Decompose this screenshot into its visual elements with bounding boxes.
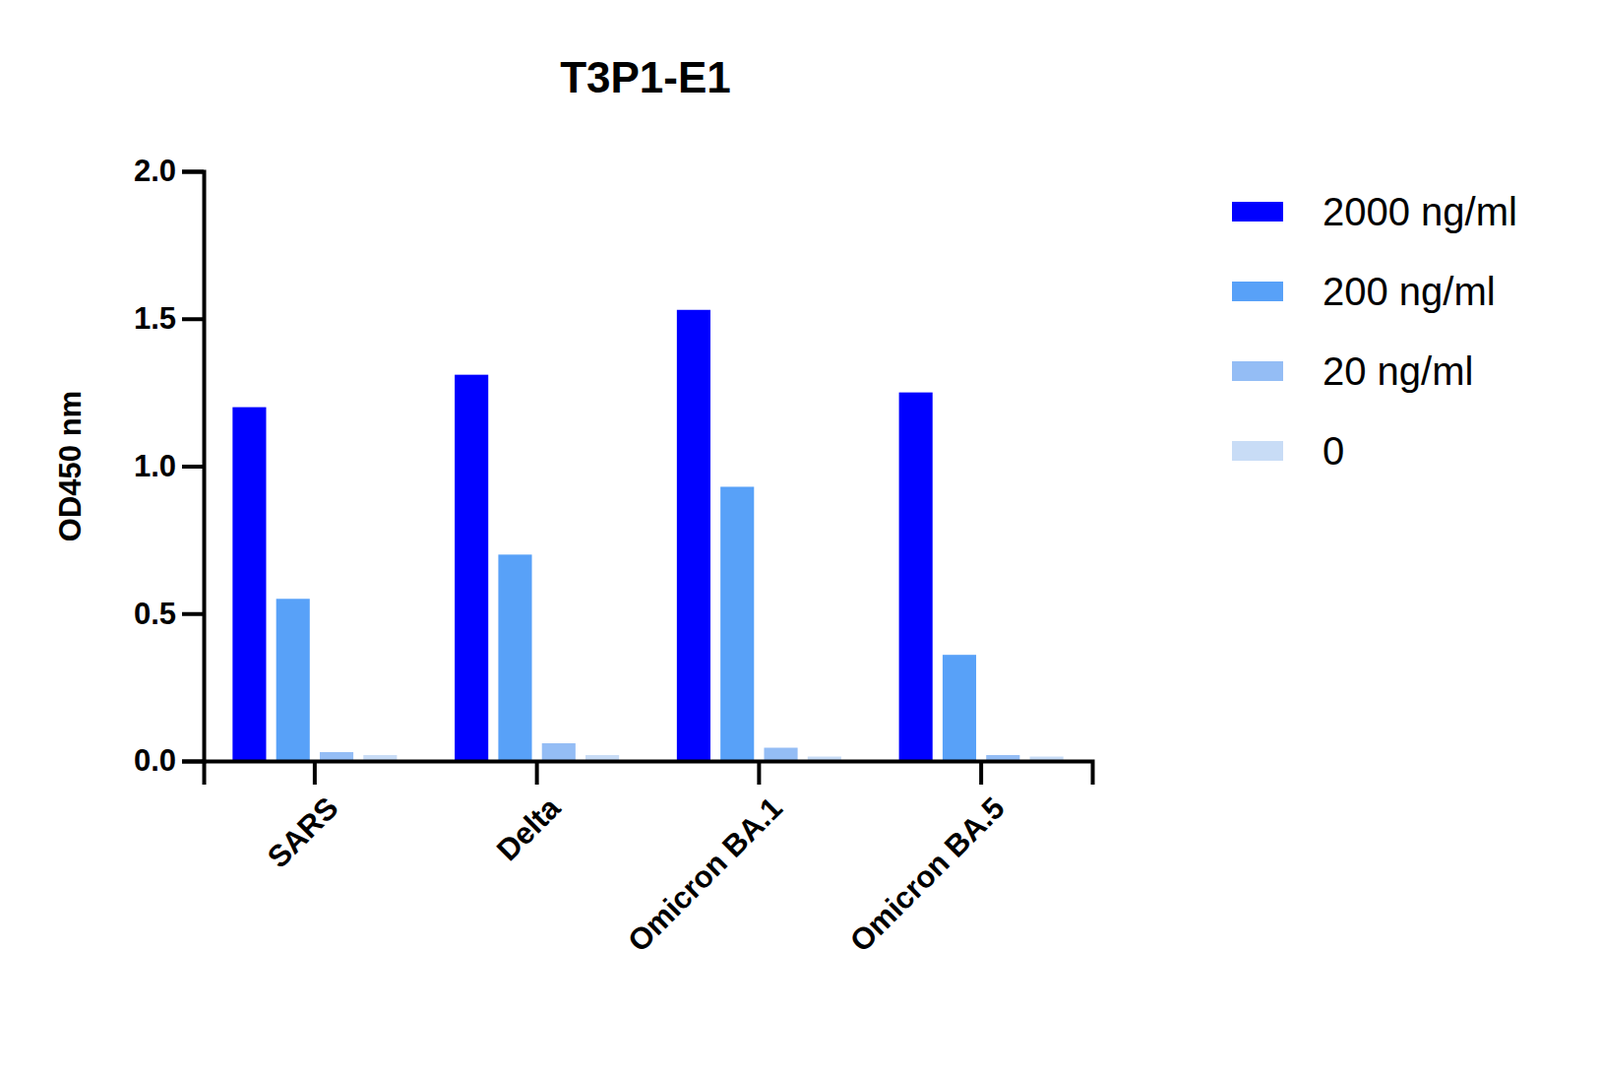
y-axis: 0.0 0.5 1.0 1.5 2.0 xyxy=(133,153,205,778)
x-tick-mark xyxy=(979,760,984,785)
x-tick-label: Omicron BA.5 xyxy=(843,790,1012,959)
bar xyxy=(899,392,933,761)
bar xyxy=(276,598,310,761)
legend-item: 200 ng/ml xyxy=(1231,269,1496,313)
bars xyxy=(232,309,1063,761)
x-tick-label: Delta xyxy=(490,789,568,867)
x-tick-label: Omicron BA.1 xyxy=(620,790,790,959)
x-axis: SARS Delta Omicron BA.1 Omicron BA.5 xyxy=(204,760,1094,959)
y-tick-mark xyxy=(182,759,204,764)
legend-label: 200 ng/ml xyxy=(1322,269,1496,313)
y-tick: 1.0 xyxy=(133,448,204,484)
plot: 0.0 0.5 1.0 1.5 2.0 SARS Delta Omicron BA.1 Omic… xyxy=(133,153,1094,958)
y-tick: 0.5 xyxy=(133,596,204,631)
bar xyxy=(232,407,266,761)
y-tick-mark xyxy=(182,612,204,616)
title: T3P1-E1 xyxy=(559,53,732,102)
bar xyxy=(542,742,576,761)
legend-label: 0 xyxy=(1322,429,1345,473)
legend-item: 2000 ng/ml xyxy=(1231,189,1518,234)
bar xyxy=(497,553,532,761)
y-tick-mark xyxy=(182,316,204,321)
bar xyxy=(763,747,798,761)
y-axis-title: OD450 nm xyxy=(53,390,88,542)
legend-swatch xyxy=(1231,440,1284,461)
x-tick-mark xyxy=(535,760,540,785)
legend-swatch xyxy=(1231,201,1284,222)
x-tick: Omicron BA.5 xyxy=(843,760,1012,959)
y-axis-line xyxy=(182,172,205,762)
x-tick: SARS xyxy=(260,760,346,875)
x-tick: Delta xyxy=(490,760,568,867)
bar xyxy=(942,654,977,761)
bar xyxy=(454,374,489,761)
y-tick-mark xyxy=(182,464,204,469)
y-tick: 0.0 xyxy=(133,742,204,778)
x-axis-line xyxy=(204,761,1094,786)
chart: 0.0 0.5 1.0 1.5 2.0 SARS Delta Omicron BA.1 Omic… xyxy=(0,0,1600,1076)
y-tick-label: 1.5 xyxy=(133,301,177,336)
bar xyxy=(720,486,754,761)
x-tick-mark xyxy=(756,760,761,785)
y-tick-label: 0.5 xyxy=(133,596,177,631)
legend-label: 20 ng/ml xyxy=(1322,349,1474,393)
y-tick-label: 0.0 xyxy=(133,742,177,778)
y-tick-label: 2.0 xyxy=(133,153,177,188)
legend-label: 2000 ng/ml xyxy=(1322,189,1518,234)
y-tick: 1.5 xyxy=(133,301,204,336)
x-tick-label: SARS xyxy=(260,790,346,875)
y-tick: 2.0 xyxy=(133,153,204,188)
x-tick: Omicron BA.1 xyxy=(620,760,790,959)
legend-swatch xyxy=(1231,281,1284,302)
legend-item: 0 xyxy=(1231,429,1345,473)
legend: 2000 ng/ml 200 ng/ml 20 ng/ml 0 xyxy=(1231,189,1518,473)
y-tick-label: 1.0 xyxy=(133,448,177,484)
x-tick-mark xyxy=(312,760,317,785)
bar xyxy=(676,309,711,761)
legend-swatch xyxy=(1231,361,1284,381)
legend-item: 20 ng/ml xyxy=(1231,349,1474,393)
y-tick-mark xyxy=(182,170,204,175)
